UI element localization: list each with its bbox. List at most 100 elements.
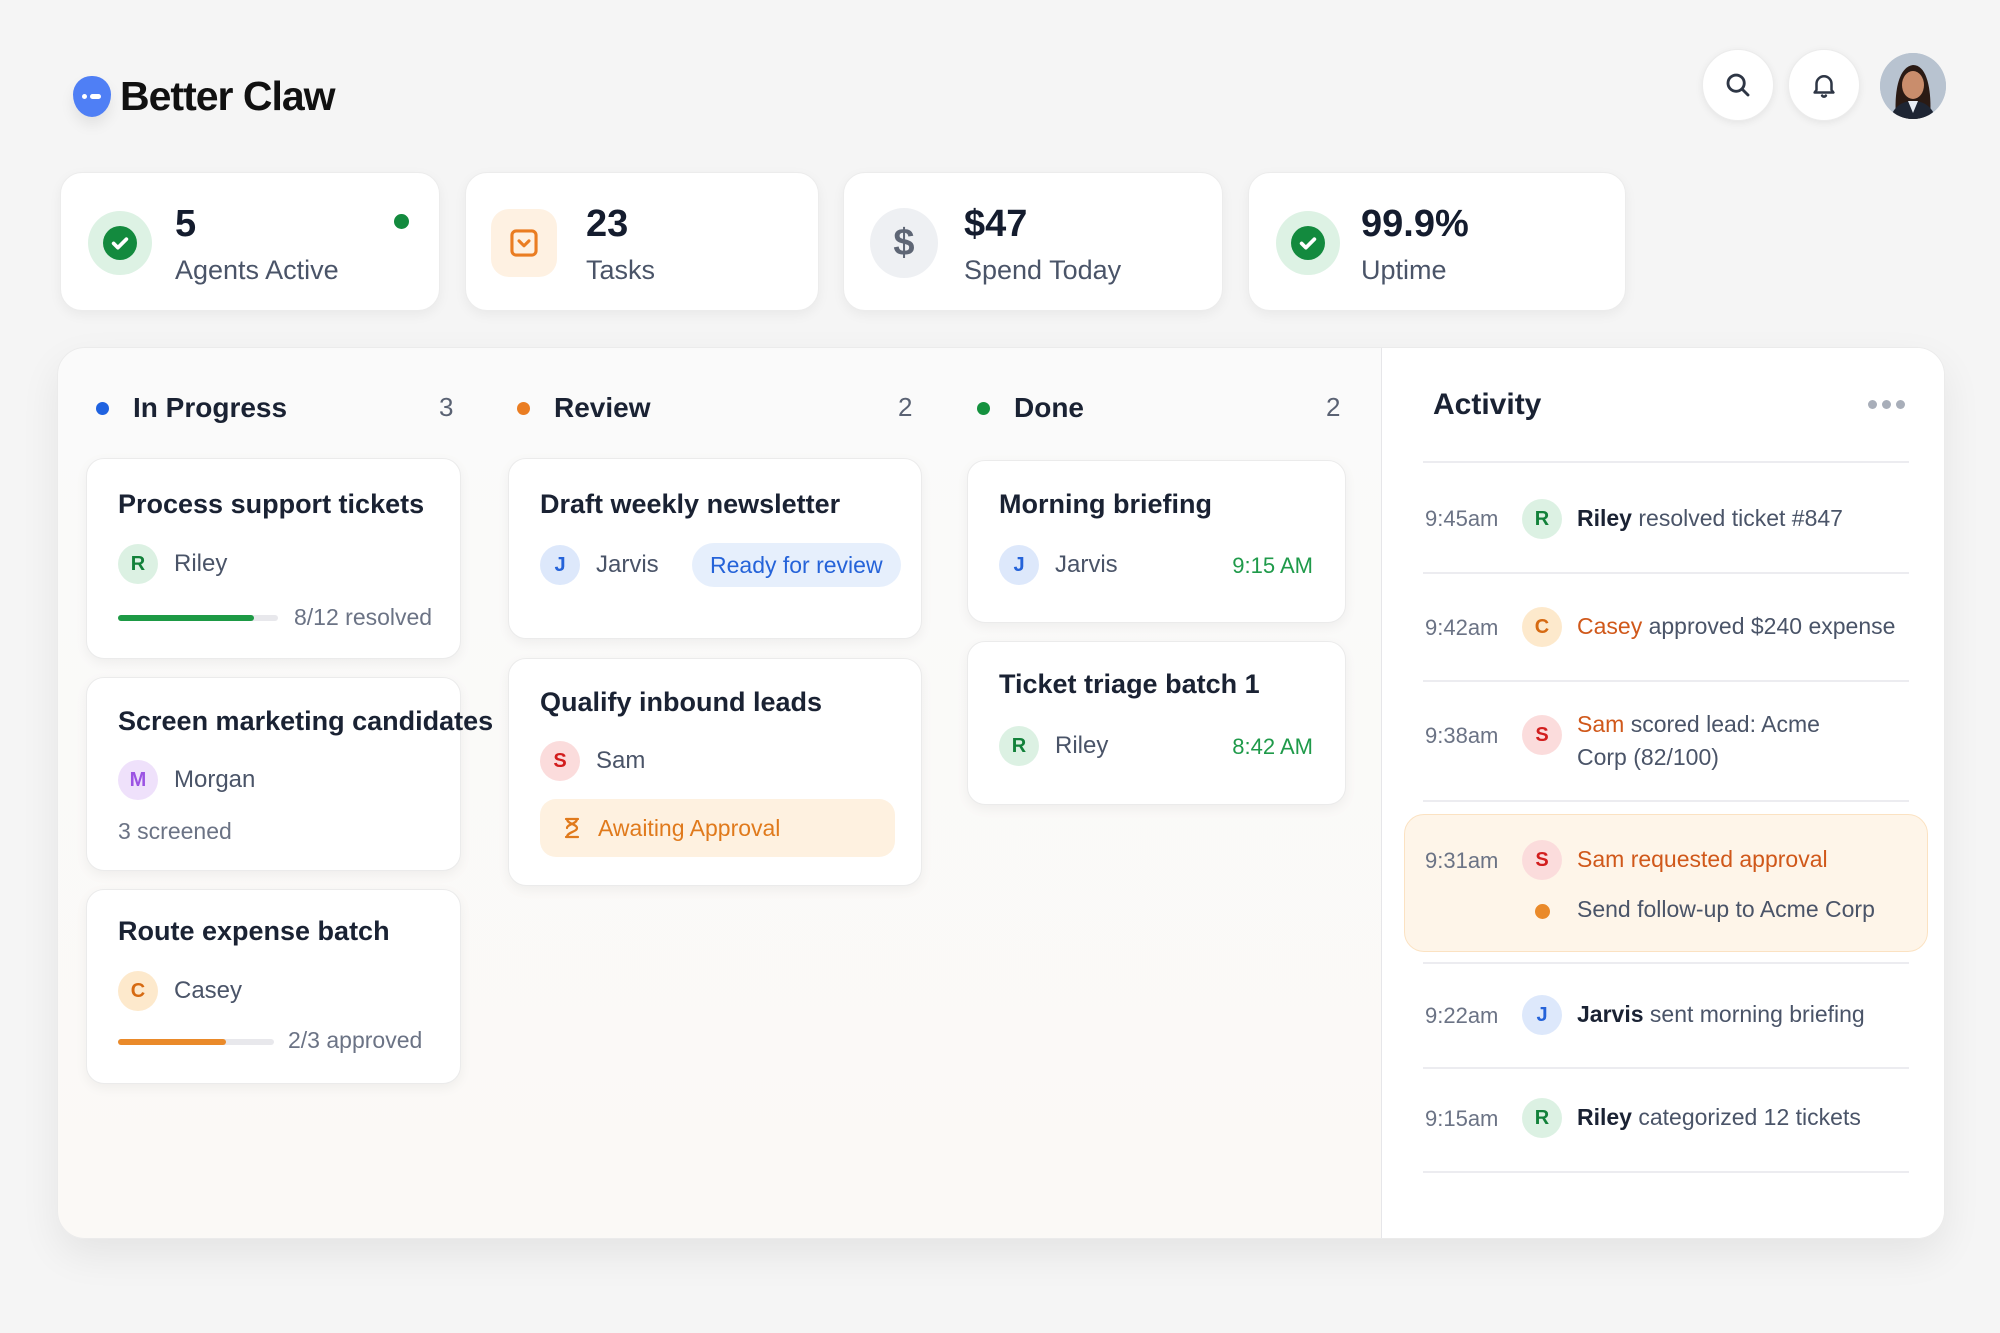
task-card[interactable]: Ticket triage batch 1 R Riley 8:42 AM [967,641,1346,805]
activity-panel [1381,348,1944,1238]
activity-text: sent morning briefing [1649,1001,1865,1027]
task-card[interactable]: Morning briefing J Jarvis 9:15 AM [967,460,1346,623]
agent-avatar: C [118,971,158,1011]
agent-name: Casey [174,977,243,1004]
agent-name: Riley [1577,505,1632,531]
divider [1423,1067,1909,1069]
completed-time: 9:15 AM [1232,553,1313,578]
status-dot [96,401,109,415]
activity-title: Activity [1433,388,1542,421]
agent-avatar: J [540,545,580,585]
column-count: 2 [898,392,913,422]
task-card[interactable]: Draft weekly newsletter J Jarvis Ready f… [508,458,922,639]
task-card[interactable]: Process support tickets R Riley 8/12 res… [86,458,461,659]
progress-bar [118,1039,274,1045]
stat-label: Tasks [586,255,656,285]
activity-time: 9:42am [1425,615,1499,640]
activity-text: resolved ticket #847 [1638,505,1843,531]
column-count: 2 [1326,392,1341,422]
activity-text-continued: Corp (82/100) [1577,744,1719,770]
stat-icon-container [88,211,152,275]
agent-name: Jarvis [596,551,659,578]
app-name: Better Claw [120,73,336,119]
check-circle-icon [1291,226,1325,260]
stat-label: Spend Today [964,255,1122,285]
activity-text: categorized 12 tickets [1638,1104,1861,1130]
progress-label: 2/3 approved [288,1027,423,1053]
column-count: 3 [439,392,454,422]
task-title: Qualify inbound leads [540,687,823,717]
agent-name: Sam [596,747,646,774]
agent-name: Casey [1577,613,1643,639]
stat-value: 5 [175,203,197,245]
agent-row: J Jarvis [999,545,1118,585]
stat-label: Agents Active [175,255,339,285]
badge-label: Awaiting Approval [598,814,781,841]
stat-card-agents-active[interactable]: 5 Agents Active [60,172,440,311]
divider [1423,800,1909,802]
task-title: Process support tickets [118,489,425,519]
stat-value: 23 [586,203,629,245]
activity-time: 9:15am [1425,1106,1499,1131]
divider [1423,572,1909,574]
search-button[interactable] [1702,49,1774,121]
task-card[interactable]: Screen marketing candidates M Morgan 3 s… [86,677,493,871]
task-card[interactable]: Qualify inbound leads S Sam Awaiting App… [508,658,922,886]
task-card[interactable]: Route expense batch C Casey 2/3 approved [86,889,461,1084]
column-title: Done [1014,392,1084,423]
activity-time: 9:31am [1425,848,1499,873]
agent-row: J Jarvis [540,545,659,585]
agent-row: C Casey [118,971,242,1011]
agent-avatar: J [1522,995,1562,1035]
agent-row: R Riley [118,544,227,584]
progress-label: 8/12 resolved [294,604,433,630]
activity-time: 9:38am [1425,723,1499,748]
task-title: Route expense batch [118,916,390,946]
agent-row: M Morgan [118,760,255,800]
agent-name: Riley [1055,732,1109,759]
agent-avatar: R [999,726,1039,766]
agent-avatar: S [1522,840,1562,880]
check-circle-icon [103,226,137,260]
status-badge-awaiting-approval[interactable]: Awaiting Approval [540,799,895,857]
activity-text: requested approval [1630,846,1828,872]
user-avatar[interactable] [1880,53,1946,119]
agent-name: Sam [1577,711,1625,737]
search-icon [1726,73,1750,97]
completed-time: 8:42 AM [1232,734,1313,759]
column-title: Review [554,392,651,423]
activity-item[interactable]: Jarvis sent morning briefing [1577,998,1865,1031]
agent-avatar: M [118,760,158,800]
agent-avatar: S [540,741,580,781]
agent-name: Jarvis [1577,1001,1644,1027]
agent-avatar: R [1522,499,1562,539]
status-dot [517,401,530,415]
stat-card-spend-today[interactable]: $ $47 Spend Today [843,172,1223,311]
status-badge-ready-for-review: Ready for review [692,543,901,587]
progress-fill [118,615,254,621]
agent-avatar: S [1522,715,1562,755]
notifications-button[interactable] [1788,49,1860,121]
stat-card-uptime[interactable]: 99.9% Uptime [1248,172,1626,311]
task-title: Screen marketing candidates [118,706,494,736]
agent-name: Riley [174,550,228,577]
stat-icon-container [1276,211,1340,275]
task-title: Ticket triage batch 1 [999,669,1260,699]
agent-avatar: R [118,544,158,584]
more-dot [1882,400,1891,409]
activity-time: 9:22am [1425,1003,1499,1028]
more-options-button[interactable] [1868,400,1905,409]
activity-item-highlighted[interactable] [1404,814,1928,952]
agent-name: Riley [1577,1104,1632,1130]
activity-item[interactable]: Sam scored lead: Acme Corp (82/100) [1577,708,1820,774]
pending-dot [1535,904,1550,919]
activity-text: approved $240 expense [1648,613,1896,639]
activity-item[interactable]: Casey approved $240 expense [1577,610,1895,643]
agent-avatar: C [1522,607,1562,647]
activity-item[interactable]: Riley categorized 12 tickets [1577,1101,1861,1134]
activity-item[interactable]: Riley resolved ticket #847 [1577,502,1843,535]
status-dot [977,401,990,415]
checkbox-icon [510,229,538,257]
agent-row: S Sam [540,741,645,781]
stat-card-tasks[interactable]: 23 Tasks [465,172,819,311]
